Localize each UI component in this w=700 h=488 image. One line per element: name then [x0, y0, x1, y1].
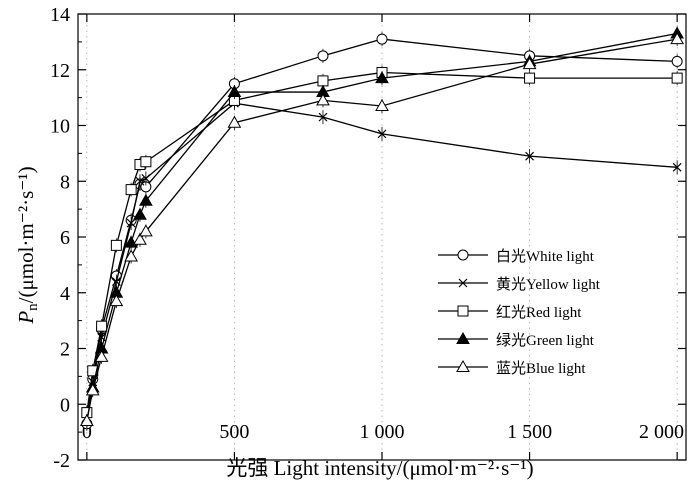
- data-point: [375, 98, 389, 111]
- legend: 白光White light 黄光Yellow light 红光Red light 绿光…: [438, 248, 601, 377]
- data-point: [671, 55, 683, 67]
- data-point: [525, 151, 534, 161]
- legend-label: 绿光Green light: [496, 332, 595, 349]
- data-point: [133, 232, 147, 245]
- data-point: [375, 71, 389, 84]
- legend-label: 蓝光Blue light: [496, 360, 586, 377]
- axes: -2 0 2 4 6 8 10 12 14 0 500 1 000 1 500 2 000: [50, 4, 686, 472]
- y-tick-label: 2: [60, 339, 70, 361]
- data-point: [79, 413, 94, 426]
- y-axis-title-italic: P: [14, 311, 38, 325]
- legend-item: 绿光Green light: [438, 331, 595, 349]
- y-tick-label: 10: [50, 116, 70, 138]
- data-point: [317, 50, 329, 62]
- x-axis-title: 光强 Light intensity/(μmol·m⁻²·s⁻¹): [226, 456, 533, 480]
- legend-label: 红光Red light: [496, 304, 582, 321]
- data-point: [125, 184, 137, 196]
- data-point: [456, 331, 470, 344]
- x-tick-label: 2 000: [639, 421, 684, 443]
- data-point: [126, 218, 136, 228]
- y-axis-title-units: /(μmol·m⁻²·s⁻¹): [14, 166, 38, 303]
- data-point: [139, 224, 153, 237]
- data-point: [376, 33, 388, 45]
- y-tick-label: -2: [53, 450, 70, 472]
- data-point: [133, 207, 147, 220]
- data-point: [456, 359, 470, 372]
- data-point: [110, 239, 122, 251]
- legend-item: 红光Red light: [438, 304, 582, 321]
- data-point: [458, 278, 468, 288]
- data-point: [85, 383, 100, 396]
- legend-label: 黄光Yellow light: [496, 276, 601, 293]
- data-point: [94, 349, 109, 362]
- data-point: [109, 294, 124, 307]
- data-point: [96, 320, 108, 332]
- data-point: [457, 249, 469, 261]
- y-tick-label: 6: [60, 227, 70, 249]
- y-tick-label: 14: [50, 4, 70, 26]
- x-tick-label: 0: [82, 421, 92, 443]
- legend-item: 蓝光Blue light: [438, 359, 586, 377]
- data-point: [377, 129, 387, 139]
- data-point: [522, 57, 537, 70]
- y-tick-label: 12: [50, 60, 70, 82]
- data-point: [139, 193, 153, 206]
- y-tick-label: 8: [60, 171, 70, 193]
- series-line: [86, 38, 678, 422]
- data-point: [524, 72, 536, 84]
- x-tick-label: 500: [219, 421, 249, 443]
- y-tick-label: 0: [60, 394, 70, 416]
- data-point: [227, 85, 242, 98]
- data-point: [457, 305, 469, 317]
- y-tick-label: 4: [60, 283, 70, 305]
- y-axis-title-subscript: n: [25, 303, 41, 311]
- data-point: [227, 115, 242, 128]
- data-point: [135, 176, 145, 186]
- legend-label: 白光White light: [496, 248, 595, 265]
- data-point: [318, 112, 328, 122]
- legend-item: 黄光Yellow light: [438, 276, 601, 293]
- series-layer: [79, 26, 685, 431]
- data-point: [672, 162, 682, 172]
- x-tick-label: 1 500: [507, 421, 552, 443]
- data-point: [670, 32, 685, 45]
- legend-item: 白光White light: [438, 248, 595, 265]
- data-point: [317, 75, 329, 87]
- data-point: [671, 72, 683, 84]
- data-point: [141, 174, 151, 183]
- data-point: [316, 93, 330, 106]
- y-axis-title: Pn/(μmol·m⁻²·s⁻¹): [14, 166, 41, 324]
- x-tick-label: 1 000: [360, 421, 405, 443]
- data-point: [124, 249, 138, 262]
- series: [79, 32, 685, 428]
- data-point: [140, 156, 152, 168]
